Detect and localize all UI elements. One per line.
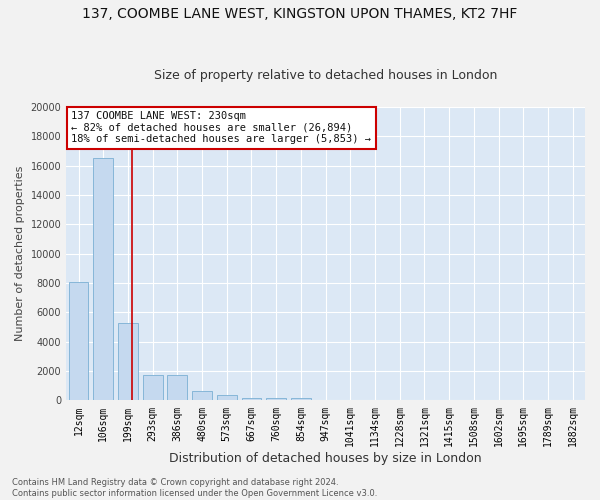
Title: Size of property relative to detached houses in London: Size of property relative to detached ho… [154,69,497,82]
Bar [94,158,113,400]
Y-axis label: Number of detached properties: Number of detached properties [15,166,25,342]
Bar [68,282,88,401]
Bar [266,398,286,400]
Bar [242,398,262,400]
Bar [291,398,311,400]
X-axis label: Distribution of detached houses by size in London: Distribution of detached houses by size … [169,452,482,465]
Text: 137 COOMBE LANE WEST: 230sqm
← 82% of detached houses are smaller (26,894)
18% o: 137 COOMBE LANE WEST: 230sqm ← 82% of de… [71,111,371,144]
Bar [143,375,163,400]
Text: Contains HM Land Registry data © Crown copyright and database right 2024.
Contai: Contains HM Land Registry data © Crown c… [12,478,377,498]
Bar [217,396,236,400]
Bar [192,391,212,400]
Text: 137, COOMBE LANE WEST, KINGSTON UPON THAMES, KT2 7HF: 137, COOMBE LANE WEST, KINGSTON UPON THA… [82,8,518,22]
Bar [118,322,138,400]
Bar [167,375,187,400]
